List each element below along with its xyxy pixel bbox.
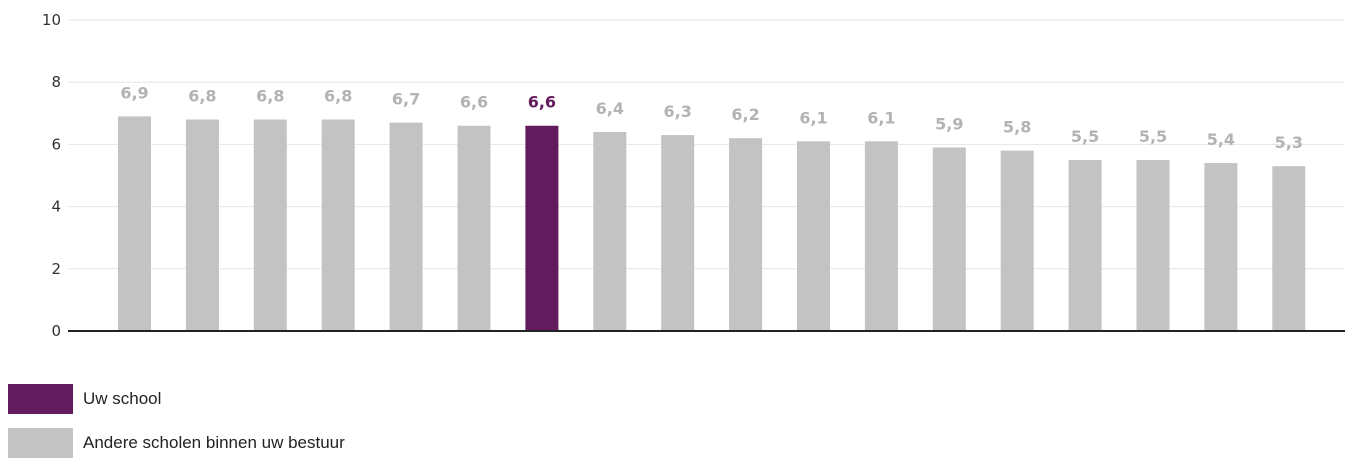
y-tick-label: 8	[51, 73, 61, 91]
bar-uw-school	[525, 125, 559, 332]
bar-andere-school	[253, 119, 287, 332]
bar-value-label: 5,3	[1275, 133, 1303, 152]
legend-swatch-uw-school	[8, 384, 73, 414]
bar-value-label: 5,9	[935, 115, 963, 134]
bar-value-label: 6,2	[731, 105, 759, 124]
bar-andere-school	[661, 135, 695, 331]
legend-swatch-andere-scholen	[8, 428, 73, 458]
bar-value-label: 6,9	[120, 83, 148, 102]
bar-value-label: 6,6	[528, 93, 556, 112]
bar-value-label: 6,8	[256, 87, 284, 106]
bar-value-label: 6,3	[664, 102, 692, 121]
bar-andere-school	[389, 122, 423, 331]
bar-value-label: 6,1	[799, 108, 827, 127]
bar-andere-school	[1068, 159, 1102, 331]
bar-value-label: 6,8	[188, 87, 216, 106]
bar-andere-school	[118, 116, 151, 331]
y-tick-label: 10	[42, 11, 61, 29]
bar-andere-school	[457, 125, 491, 332]
legend-label-andere-scholen: Andere scholen binnen uw bestuur	[83, 433, 345, 452]
bar-andere-school	[729, 138, 763, 331]
bar-value-label: 5,4	[1207, 130, 1235, 149]
bar-andere-school	[1272, 166, 1306, 331]
bar-andere-school	[1204, 163, 1238, 331]
bars	[118, 116, 1306, 332]
y-tick-label: 2	[51, 260, 61, 278]
bar-value-label: 5,5	[1071, 127, 1099, 146]
y-tick-label: 4	[51, 198, 61, 216]
y-tick-label: 6	[51, 135, 61, 153]
bar-value-label: 6,6	[460, 93, 488, 112]
bar-andere-school	[321, 119, 355, 332]
bar-andere-school	[185, 119, 219, 332]
bar-value-label: 5,8	[1003, 118, 1031, 137]
bar-value-label: 5,5	[1139, 127, 1167, 146]
bar-andere-school	[1000, 150, 1034, 331]
bar-value-label: 6,8	[324, 87, 352, 106]
bar-value-label: 6,7	[392, 90, 420, 109]
bar-andere-school	[932, 147, 966, 331]
legend: Uw school Andere scholen binnen uw bestu…	[8, 384, 345, 472]
y-tick-label: 0	[51, 322, 61, 340]
legend-item-uw-school: Uw school	[8, 384, 345, 414]
legend-item-andere-scholen: Andere scholen binnen uw bestuur	[8, 428, 345, 458]
bar-value-label: 6,1	[867, 108, 895, 127]
bar-andere-school	[797, 141, 830, 331]
value-labels: 6,9 6,8 6,8 6,8 6,7 6,6 6,6 6,4 6,3 6,2 6,1 6,1 5,9 5…	[120, 83, 1303, 152]
legend-label-uw-school: Uw school	[83, 389, 162, 408]
bar-value-label: 6,4	[596, 99, 624, 118]
bar-andere-school	[593, 131, 627, 331]
bar-andere-school	[1136, 159, 1170, 331]
y-axis-ticks: 0 2 4 6 8 10	[42, 11, 61, 340]
bar-andere-school	[864, 141, 898, 331]
